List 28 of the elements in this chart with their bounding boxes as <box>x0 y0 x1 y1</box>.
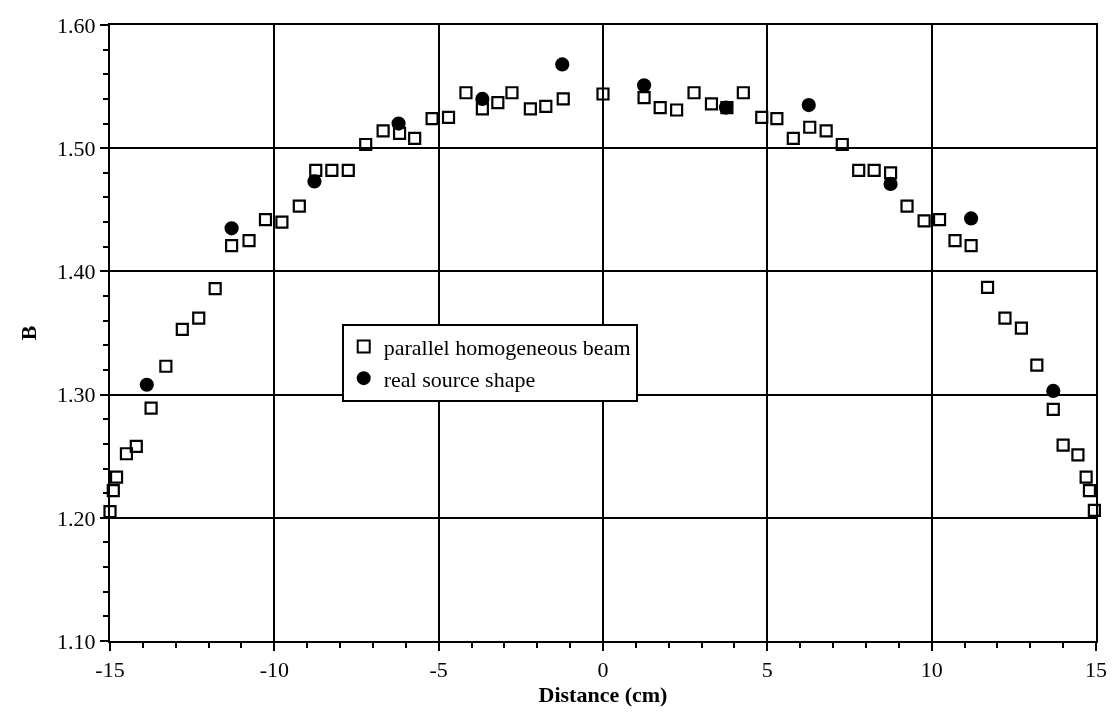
point <box>1046 383 1061 398</box>
y-axis-title: B <box>16 325 42 341</box>
legend-label: parallel homogeneous beam <box>383 335 631 361</box>
y-tick-label: 1.10 <box>57 628 96 654</box>
y-tick-label: 1.40 <box>57 259 96 285</box>
x-tick-label: -15 <box>95 657 125 683</box>
y-tick-label: 1.50 <box>57 135 96 161</box>
point <box>964 211 979 226</box>
point <box>307 174 322 189</box>
point <box>883 176 898 192</box>
x-tick-label: -5 <box>429 657 448 683</box>
point <box>224 221 239 236</box>
x-tick-label: 10 <box>920 657 943 683</box>
y-tick-label: 1.60 <box>57 12 96 38</box>
x-tick-label: 15 <box>1085 657 1107 683</box>
point <box>475 91 490 107</box>
point <box>139 377 154 392</box>
point <box>801 97 816 113</box>
point <box>636 78 652 93</box>
x-tick-label: 0 <box>597 657 609 683</box>
x-tick-label: -10 <box>259 657 289 683</box>
x-tick-label: 5 <box>761 657 773 683</box>
point <box>555 57 570 72</box>
y-tick-label: 1.30 <box>57 382 96 408</box>
legend-label: real source shape <box>383 366 536 392</box>
y-tick-label: 1.20 <box>57 505 96 531</box>
point <box>391 116 406 131</box>
x-axis-title: Distance (cm) <box>538 682 668 708</box>
